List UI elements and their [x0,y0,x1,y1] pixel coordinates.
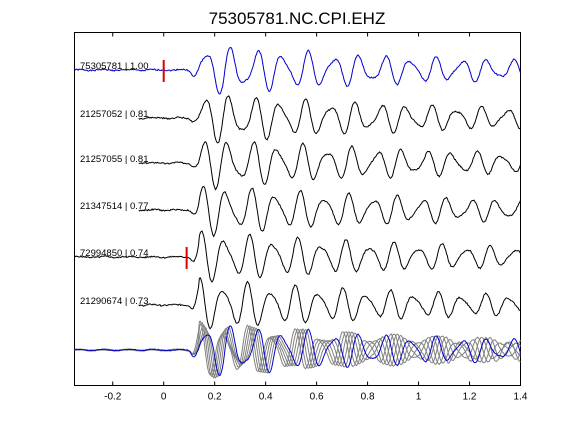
x-tick-label: 0.6 [310,392,324,403]
trace-label: 72994850 | 0.74 [80,248,149,259]
x-tick-label: -0.2 [104,392,122,403]
x-tick-label: 0.4 [259,392,273,403]
waveform-trace [138,185,521,238]
x-tick-label: 0 [161,392,167,403]
x-tick-label: 0.8 [361,392,375,403]
x-tick-label: 1.4 [514,392,528,403]
plot-frame [74,32,521,386]
trace-label: 21257052 | 0.81 [80,109,149,120]
x-tick-label: 1 [416,392,422,403]
pick-markers [162,60,188,269]
waveform-trace [74,47,521,95]
waveform-trace [138,141,521,191]
trace-label: 21257055 | 0.81 [80,154,149,165]
x-tick-label: 0.2 [208,392,222,403]
x-tick-label: 1.2 [463,392,477,403]
trace-labels: 75305781 | 1.00 21257052 | 0.81 21257055 |… [80,61,149,307]
trace-label: 21347514 | 0.77 [80,201,149,212]
trace-label: 75305781 | 1.00 [80,61,149,72]
overlay-stack [74,320,521,379]
x-axis: -0.2 0 0.2 0.4 0.6 0.8 1 1.2 1.4 [104,32,528,403]
waveform-trace [138,95,521,144]
waveform-trace [74,230,521,283]
chart-title: 75305781.NC.CPI.EHZ [209,9,386,28]
waveform-trace [138,277,521,330]
trace-label: 21290674 | 0.73 [80,296,149,307]
stack-master-trace [74,325,521,377]
waveform-traces [74,47,521,330]
